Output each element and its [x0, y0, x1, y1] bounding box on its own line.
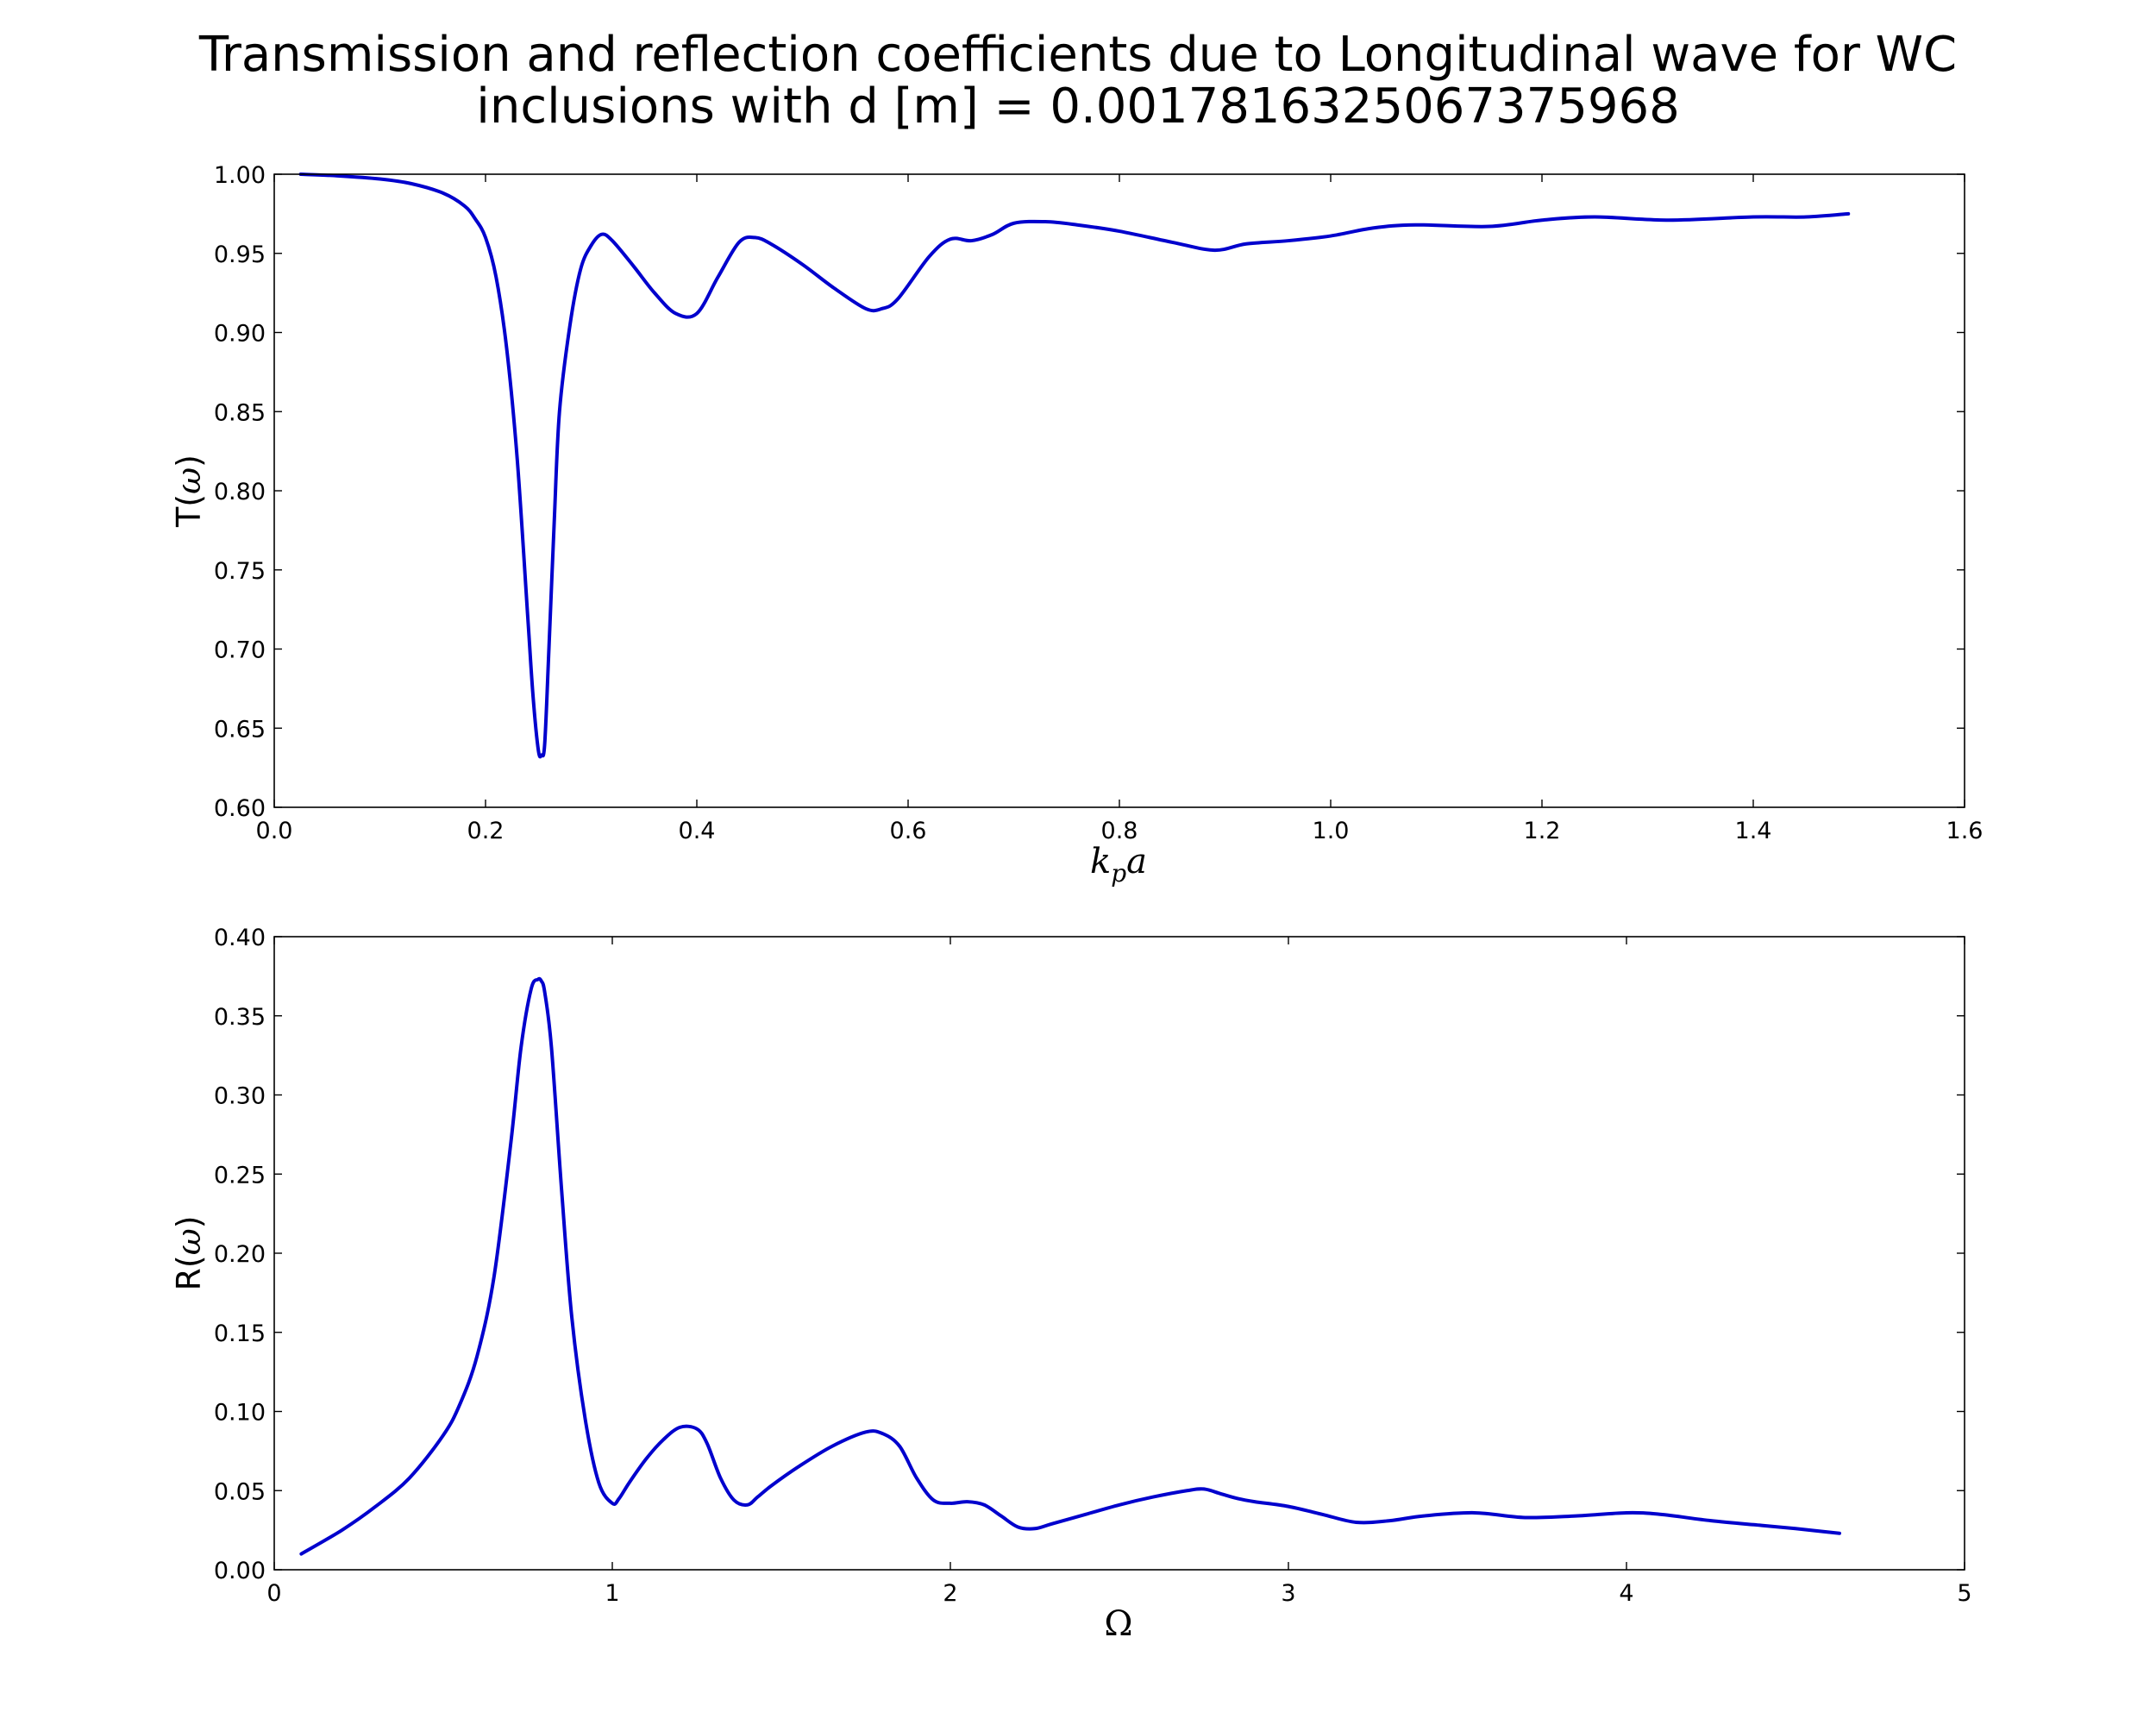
x-label-subscript: p — [1111, 859, 1126, 888]
t-label-suffix: ) — [170, 455, 208, 467]
transmission-y-tick-label: 1.00 — [214, 162, 266, 189]
reflection-plot: 0 1 2 3 4 5 0.00 0.05 0.10 0.15 0.20 0.25 0.30 0.35 0.… — [170, 925, 1972, 1644]
r-label-prefix: R( — [170, 1255, 208, 1290]
reflection-y-tick-label: 0.35 — [214, 1004, 266, 1031]
reflection-y-tick-label: 0.40 — [214, 925, 266, 951]
t-label-prefix: T( — [170, 494, 208, 528]
transmission-plot: 0.0 0.2 0.4 0.6 0.8 1.0 1.2 1.4 1.6 0.60 0.65 0.70 0… — [170, 162, 1983, 888]
reflection-y-tick-label: 0.10 — [214, 1400, 266, 1427]
reflection-x-tick-label: 1 — [605, 1580, 619, 1607]
reflection-x-tick-label: 3 — [1281, 1580, 1295, 1607]
transmission-y-tick-label: 0.65 — [214, 716, 266, 743]
reflection-axes-frame — [273, 936, 1965, 1571]
transmission-x-tick-label: 0.0 — [256, 818, 293, 844]
transmission-x-tick-label: 1.2 — [1524, 818, 1561, 844]
transmission-y-tick-label: 0.90 — [214, 321, 266, 348]
reflection-tick-labels: 0 1 2 3 4 5 0.00 0.05 0.10 0.15 0.20 0.25 0.30 0.35 0.… — [214, 925, 1972, 1607]
transmission-x-tick-label: 1.6 — [1946, 818, 1984, 844]
reflection-x-tick-label: 4 — [1619, 1580, 1633, 1607]
transmission-tick-labels: 0.0 0.2 0.4 0.6 0.8 1.0 1.2 1.4 1.6 0.60 0.65 0.70 0… — [214, 162, 1984, 844]
reflection-x-tick-label: 2 — [943, 1580, 957, 1607]
reflection-y-tick-label: 0.20 — [214, 1241, 266, 1268]
transmission-x-tick-label: 1.4 — [1735, 818, 1772, 844]
transmission-axes-frame — [273, 173, 1965, 808]
reflection-x-axis-label: Ω — [1104, 1604, 1132, 1644]
transmission-x-tick-label: 0.8 — [1101, 818, 1138, 844]
transmission-series-line — [298, 172, 1851, 759]
reflection-x-tick-label: 0 — [266, 1580, 281, 1607]
reflection-y-tick-label: 0.15 — [214, 1320, 266, 1347]
t-label-omega: ω — [170, 467, 208, 494]
r-label-suffix: ) — [170, 1215, 208, 1228]
figure-title-line-2: inclusions with d [m] = 0.00178163250673… — [476, 78, 1679, 135]
figure-title-line-1: Transmission and reflection coefficients… — [198, 27, 1957, 83]
reflection-y-tick-label: 0.05 — [214, 1478, 266, 1505]
transmission-x-tick-label: 1.0 — [1313, 818, 1350, 844]
transmission-y-tick-label: 0.80 — [214, 479, 266, 505]
x-label-base: k — [1090, 842, 1111, 881]
transmission-x-tick-label: 0.2 — [467, 818, 505, 844]
transmission-x-tick-label: 0.6 — [890, 818, 927, 844]
transmission-y-tick-label: 0.85 — [214, 399, 266, 426]
transmission-y-tick-label: 0.60 — [214, 795, 266, 822]
reflection-y-tick-label: 0.30 — [214, 1083, 266, 1110]
reflection-x-tick-label: 5 — [1957, 1580, 1971, 1607]
r-label-omega: ω — [170, 1228, 208, 1255]
reflection-y-tick-label: 0.00 — [214, 1558, 266, 1584]
x-label-tail: a — [1126, 842, 1147, 881]
transmission-x-tick-label: 0.4 — [679, 818, 716, 844]
transmission-y-axis-label: T(ω) — [170, 455, 208, 528]
reflection-series-line — [299, 976, 1841, 1556]
transmission-y-tick-label: 0.70 — [214, 637, 266, 664]
transmission-y-tick-label: 0.95 — [214, 242, 266, 268]
transmission-y-tick-label: 0.75 — [214, 558, 266, 585]
reflection-y-tick-label: 0.25 — [214, 1162, 266, 1189]
transmission-x-axis-label: kpa — [1090, 842, 1147, 888]
reflection-y-axis-label: R(ω) — [170, 1215, 208, 1290]
